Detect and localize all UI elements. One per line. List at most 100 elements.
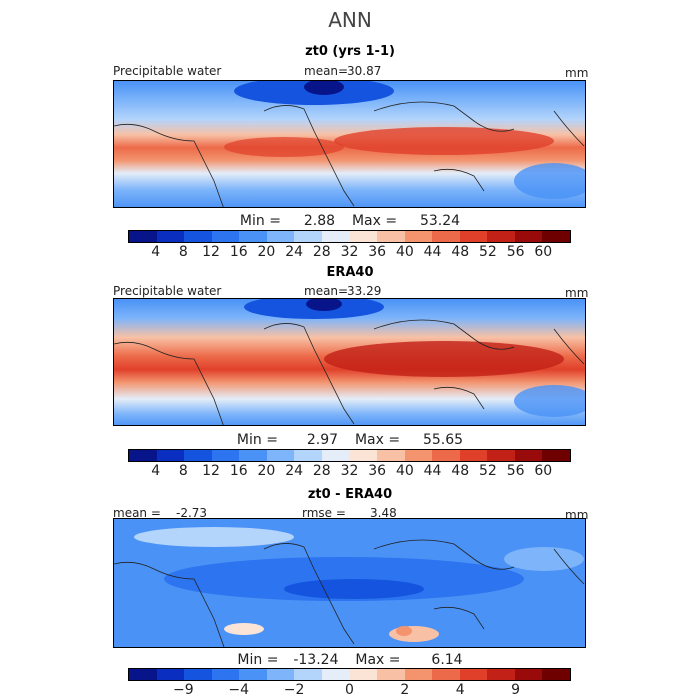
panel-3-map — [113, 518, 586, 648]
panel-3-min-label: Min = — [237, 652, 279, 668]
colorbar-swatch — [239, 669, 267, 680]
colorbar-tick-label: 48 — [451, 244, 470, 260]
colorbar-tick-label: 56 — [506, 463, 525, 479]
panel-3-colorbar — [128, 668, 571, 681]
panel-2-coastline — [114, 319, 585, 425]
colorbar-swatch — [487, 450, 515, 461]
colorbar-swatch — [459, 669, 488, 680]
panel-3-title: zt0 - ERA40 — [307, 487, 393, 502]
panel-2-se-pacific — [514, 385, 585, 417]
colorbar-swatch — [239, 450, 267, 461]
colorbar-swatch — [377, 450, 405, 461]
colorbar-tick-label: 44 — [423, 244, 442, 260]
colorbar-tick-label: 28 — [312, 244, 331, 260]
panel-1-max-value: 53.24 — [419, 213, 461, 229]
colorbar-swatch — [129, 669, 157, 680]
colorbar-swatch — [487, 231, 515, 242]
colorbar-tick-label: 60 — [534, 244, 553, 260]
colorbar-tick-label: 4 — [151, 463, 161, 479]
panel-1-mean-value: 30.87 — [347, 64, 382, 78]
panel-3-mean-value: -2.73 — [176, 506, 208, 520]
colorbar-tick-label: 8 — [178, 244, 188, 260]
colorbar-tick-label: −4 — [228, 682, 250, 698]
colorbar-swatch — [321, 231, 350, 242]
colorbar-tick-label: 0 — [345, 682, 354, 698]
colorbar-tick-label: 36 — [368, 463, 387, 479]
colorbar-swatch — [294, 231, 322, 242]
panel-2-units: mm — [565, 286, 589, 300]
colorbar-tick-label: 12 — [202, 244, 220, 260]
panel-1-se-pacific — [514, 163, 585, 199]
colorbar-swatch — [432, 231, 460, 242]
colorbar-tick-label: 52 — [479, 244, 497, 260]
panel-1-mean-label: mean= — [304, 64, 349, 78]
panel-1-map — [113, 80, 586, 208]
colorbar-tick-label: 12 — [202, 463, 220, 479]
panel-1-max-label: Max = — [351, 213, 398, 229]
panel-1-warm-pool — [334, 127, 554, 155]
colorbar-swatch — [129, 450, 157, 461]
panel-2-warm-pool — [324, 341, 564, 377]
panel-2-mean-label: mean= — [304, 284, 349, 298]
panel-3-coastline — [114, 539, 585, 647]
colorbar-swatch — [211, 669, 240, 680]
colorbar-tick-label: 24 — [285, 244, 304, 260]
panel-3-minmax: Min = -13.24 Max = 6.14 — [0, 652, 700, 668]
colorbar-swatch — [266, 450, 295, 461]
colorbar-swatch — [349, 669, 378, 680]
panel-3-surplus-c — [224, 623, 264, 635]
colorbar-swatch — [377, 231, 405, 242]
colorbar-tick-label: 20 — [257, 463, 276, 479]
colorbar-tick-label: 4 — [151, 244, 161, 260]
colorbar-swatch — [266, 669, 295, 680]
panel-1-variable-label: Precipitable water — [113, 64, 222, 78]
colorbar-tick-label: 20 — [257, 244, 276, 260]
panel-3-rmse-value: 3.48 — [370, 506, 397, 520]
panel-2-max-value: 55.65 — [422, 432, 464, 448]
colorbar-tick-label: 36 — [368, 244, 387, 260]
colorbar-swatch — [129, 231, 157, 242]
panel-1-africa-wet — [224, 137, 344, 157]
panel-3-max-label: Max = — [355, 652, 401, 668]
colorbar-tick-label: 32 — [340, 244, 359, 260]
panel-1-min-label: Min = — [239, 213, 281, 229]
panel-1-coastline — [114, 101, 585, 207]
colorbar-swatch — [156, 669, 185, 680]
colorbar-swatch — [321, 450, 350, 461]
colorbar-swatch — [514, 450, 543, 461]
colorbar-swatch — [294, 450, 322, 461]
panel-1-colorbar — [128, 230, 571, 243]
colorbar-swatch — [184, 450, 212, 461]
panel-3-surplus-b — [396, 626, 412, 636]
panel-3-max-value: 6.14 — [431, 652, 463, 668]
panel-3-surplus-a — [389, 626, 439, 642]
panel-1-units: mm — [565, 66, 589, 80]
panel-2-variable-label: Precipitable water — [113, 284, 222, 298]
colorbar-tick-label: 40 — [395, 463, 414, 479]
colorbar-swatch — [266, 231, 295, 242]
panel-1-title: zt0 (yrs 1-1) — [305, 44, 395, 59]
colorbar-swatch — [542, 669, 570, 680]
panel-3-deficit-core — [284, 579, 424, 599]
colorbar-swatch — [542, 231, 570, 242]
colorbar-tick-label: 4 — [455, 682, 465, 698]
panel-2-map — [113, 298, 586, 426]
colorbar-swatch — [377, 669, 405, 680]
panel-2-minmax: Min = 2.97 Max = 55.65 — [0, 432, 700, 448]
colorbar-swatch — [211, 231, 240, 242]
panel-1-minmax: Min = 2.88 Max = 53.24 — [0, 213, 700, 229]
panel-3-light-east — [504, 547, 584, 571]
colorbar-tick-label: 8 — [178, 463, 188, 479]
colorbar-tick-label: 16 — [229, 244, 248, 260]
colorbar-tick-label: 2 — [400, 682, 410, 698]
colorbar-tick-label: 9 — [511, 682, 521, 698]
page-title: ANN — [328, 8, 372, 32]
colorbar-swatch — [211, 450, 240, 461]
panel-1-colorbar-ticks: 4 8 12 16 20 24 28 32 36 40 44 48 52 56 60 — [128, 244, 571, 260]
colorbar-swatch — [156, 450, 185, 461]
panel-3-light-north — [134, 527, 294, 547]
panel-2-mean-value: 33.29 — [347, 284, 382, 298]
colorbar-tick-label: 28 — [312, 463, 331, 479]
colorbar-swatch — [184, 231, 212, 242]
colorbar-swatch — [432, 450, 460, 461]
